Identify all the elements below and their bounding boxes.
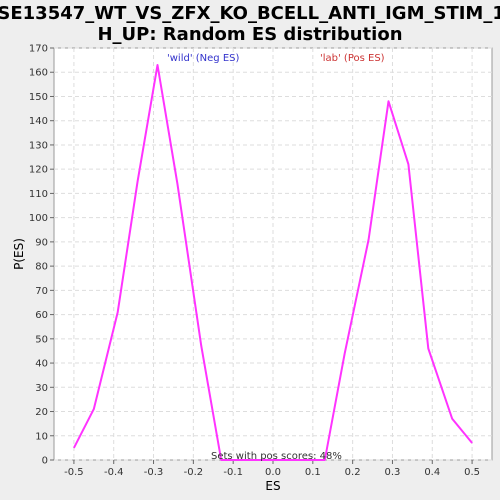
x-tick-label: -0.2 (184, 467, 204, 478)
chart-title-line2: H_UP: Random ES distribution (97, 24, 402, 45)
x-tick-label: 0.2 (345, 467, 361, 478)
x-tick-label: 0.0 (265, 467, 281, 478)
y-axis-ticks: 0 10 20 30 40 50 60 70 80 90 100 110 120 130 140 150 160… (29, 44, 54, 467)
pos-scores-annotation: Sets with pos scores: 48% (211, 451, 342, 462)
y-tick-label: 0 (42, 456, 48, 467)
y-tick-label: 140 (29, 116, 48, 127)
neg-es-annotation: 'wild' (Neg ES) (167, 53, 239, 64)
series-line (73, 64, 473, 461)
y-tick-label: 120 (29, 165, 48, 176)
x-tick-label: -0.4 (104, 467, 124, 478)
pos-es-annotation: 'lab' (Pos ES) (320, 53, 385, 64)
y-tick-label: 170 (29, 44, 48, 55)
x-axis-label: ES (265, 479, 280, 493)
series-group (73, 64, 473, 461)
x-axis-ticks: -0.5 -0.4 -0.3 -0.2 -0.1 0.0 0.1 0.2 0.3 0.4 0.5 (64, 460, 480, 478)
grid-lines (54, 47, 492, 461)
y-tick-label: 110 (29, 189, 48, 200)
y-tick-label: 150 (29, 92, 48, 103)
y-tick-label: 70 (35, 286, 48, 297)
x-tick-label: -0.3 (144, 467, 164, 478)
x-tick-label: 0.3 (385, 467, 401, 478)
x-tick-label: 0.4 (424, 467, 440, 478)
y-tick-label: 30 (35, 383, 48, 394)
y-tick-label: 100 (29, 213, 48, 224)
x-tick-label: 0.1 (305, 467, 321, 478)
x-tick-label: 0.5 (464, 467, 480, 478)
x-tick-label: -0.5 (64, 467, 84, 478)
y-tick-label: 60 (35, 310, 48, 321)
y-tick-label: 10 (35, 431, 48, 442)
y-axis-label: P(ES) (12, 238, 26, 270)
y-tick-label: 50 (35, 334, 48, 345)
y-tick-label: 80 (35, 262, 48, 273)
y-tick-label: 90 (35, 237, 48, 248)
x-tick-label: -0.1 (223, 467, 243, 478)
chart-title-line1: GSE13547_WT_VS_ZFX_KO_BCELL_ANTI_IGM_STI… (0, 3, 500, 24)
y-tick-label: 40 (35, 359, 48, 370)
y-tick-label: 130 (29, 140, 48, 151)
y-tick-label: 160 (29, 68, 48, 79)
y-tick-label: 20 (35, 407, 48, 418)
